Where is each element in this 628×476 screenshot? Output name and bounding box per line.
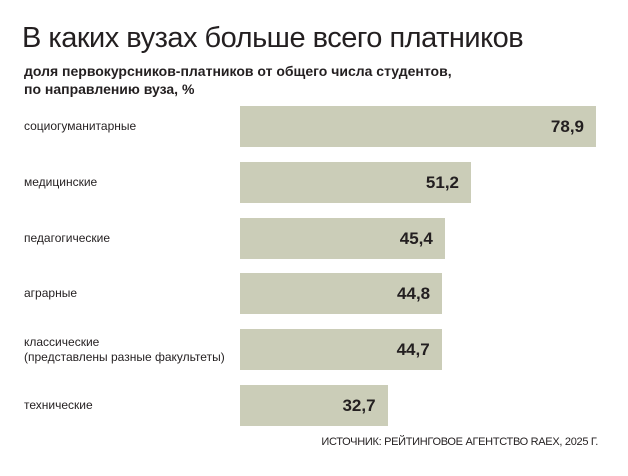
source-note: ИСТОЧНИК: РЕЙТИНГОВОЕ АГЕНТСТВО RAEX, 20… [321, 436, 598, 448]
bar: 78,9 [240, 106, 596, 147]
category-label: педагогические [24, 230, 111, 245]
chart-title: В каких вузах больше всего платников [22, 22, 524, 54]
category-label: аграрные [24, 286, 77, 301]
value-label: 44,8 [397, 284, 431, 304]
category-label: классические (представлены разные факуль… [24, 334, 225, 364]
bar: 44,7 [240, 329, 442, 371]
bar: 45,4 [240, 217, 445, 259]
category-label: социогуманитарные [24, 119, 137, 133]
value-label: 51,2 [425, 172, 460, 192]
value-label: 44,7 [396, 340, 430, 360]
bar: 44,8 [240, 273, 443, 315]
category-label: медицинские [24, 174, 98, 189]
value-label: 45,4 [399, 228, 433, 248]
value-label: 78,9 [550, 117, 584, 136]
value-label: 32,7 [342, 396, 376, 415]
chart-subtitle: доля первокурсников-платников от общего … [24, 63, 452, 97]
bar: 51,2 [240, 161, 472, 203]
category-label: технические [24, 398, 93, 412]
bar: 32,7 [240, 385, 388, 426]
